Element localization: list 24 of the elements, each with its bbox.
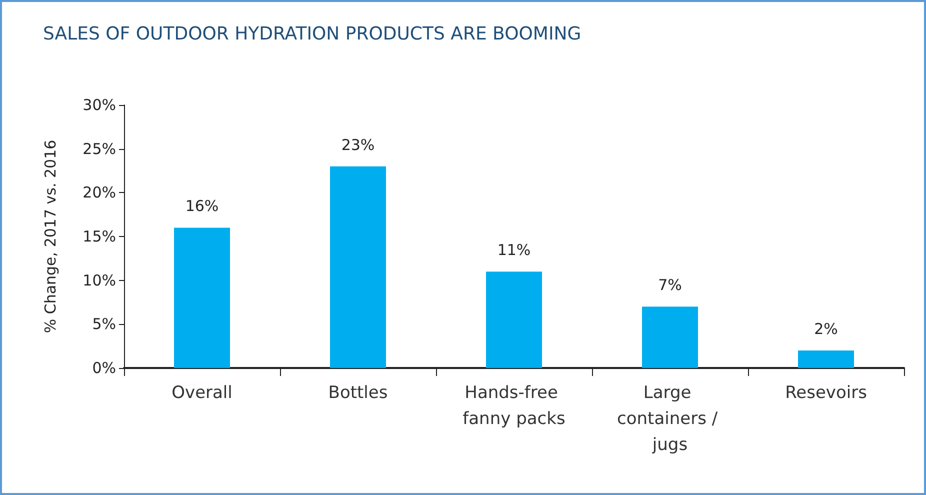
y-tick-label: 25% [82, 140, 116, 158]
bar [330, 166, 386, 368]
y-tick-label: 5% [92, 315, 116, 334]
y-axis-title: % Change, 2017 vs. 2016 [42, 140, 60, 334]
y-tick-label: 0% [92, 359, 116, 377]
bar [174, 228, 230, 368]
bar [486, 272, 542, 368]
data-label: 7% [658, 276, 682, 294]
x-tick-label: Overall [172, 383, 232, 403]
bar [798, 350, 854, 368]
bar [642, 306, 698, 368]
y-tick-label: 10% [82, 271, 116, 290]
x-tick-label: Resevoirs [785, 383, 868, 403]
y-tick-label: 20% [82, 184, 116, 202]
data-label: 16% [185, 197, 219, 216]
data-label: 11% [497, 241, 531, 260]
data-label: 23% [341, 136, 375, 154]
x-tick-label: Bottles [328, 383, 388, 403]
chart-title: SALES OF OUTDOOR HYDRATION PRODUCTS ARE BOOMING [43, 24, 582, 44]
x-tick-label: Hands-free fanny packs [462, 383, 566, 429]
x-tick-label: Large containers / jugs [617, 383, 723, 455]
data-label: 2% [814, 320, 838, 338]
y-tick-label: 30% [82, 96, 116, 114]
y-tick-label: 15% [82, 228, 116, 246]
